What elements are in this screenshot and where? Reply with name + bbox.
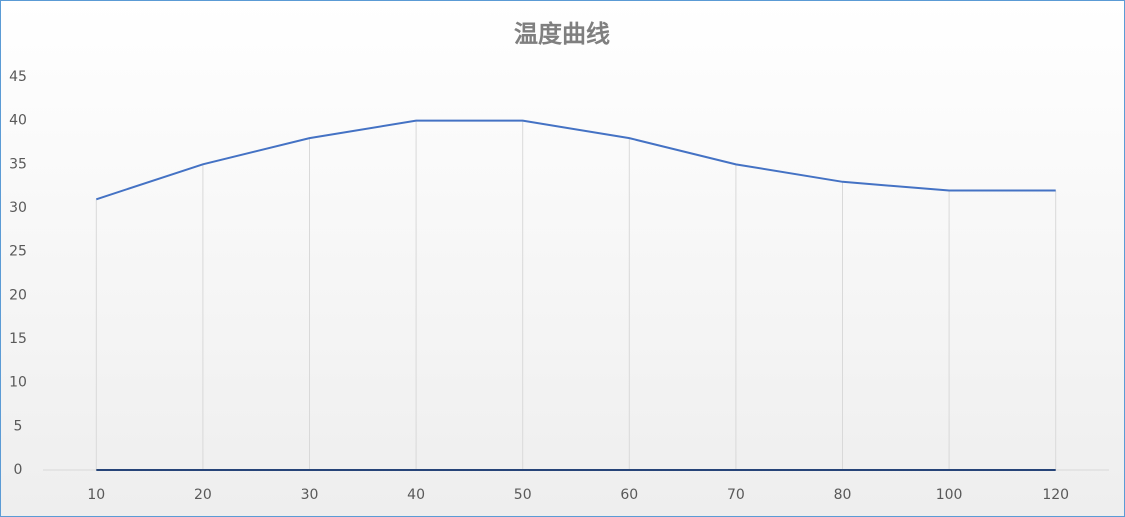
x-tick-label: 120 — [1042, 487, 1069, 503]
y-tick-label: 40 — [9, 113, 27, 129]
y-tick-label: 25 — [9, 244, 27, 260]
y-tick-label: 15 — [9, 331, 27, 347]
x-tick-label: 20 — [194, 487, 212, 503]
x-tick-label: 100 — [936, 487, 963, 503]
y-tick-label: 5 — [14, 418, 23, 434]
x-tick-label: 10 — [87, 487, 105, 503]
x-tick-label: 30 — [301, 487, 319, 503]
x-tick-label: 60 — [620, 487, 638, 503]
x-tick-label: 80 — [834, 487, 852, 503]
series-line — [95, 119, 1056, 201]
y-tick-label: 0 — [14, 462, 23, 478]
y-tick-label: 30 — [9, 200, 27, 216]
x-tick-label: 50 — [514, 487, 532, 503]
y-tick-label: 45 — [9, 69, 27, 85]
chart-title: 温度曲线 — [514, 20, 610, 48]
x-tick-label: 40 — [407, 487, 425, 503]
y-tick-label: 35 — [9, 156, 27, 172]
y-tick-label: 10 — [9, 375, 27, 391]
x-tick-label: 70 — [727, 487, 745, 503]
y-tick-label: 20 — [9, 287, 27, 303]
